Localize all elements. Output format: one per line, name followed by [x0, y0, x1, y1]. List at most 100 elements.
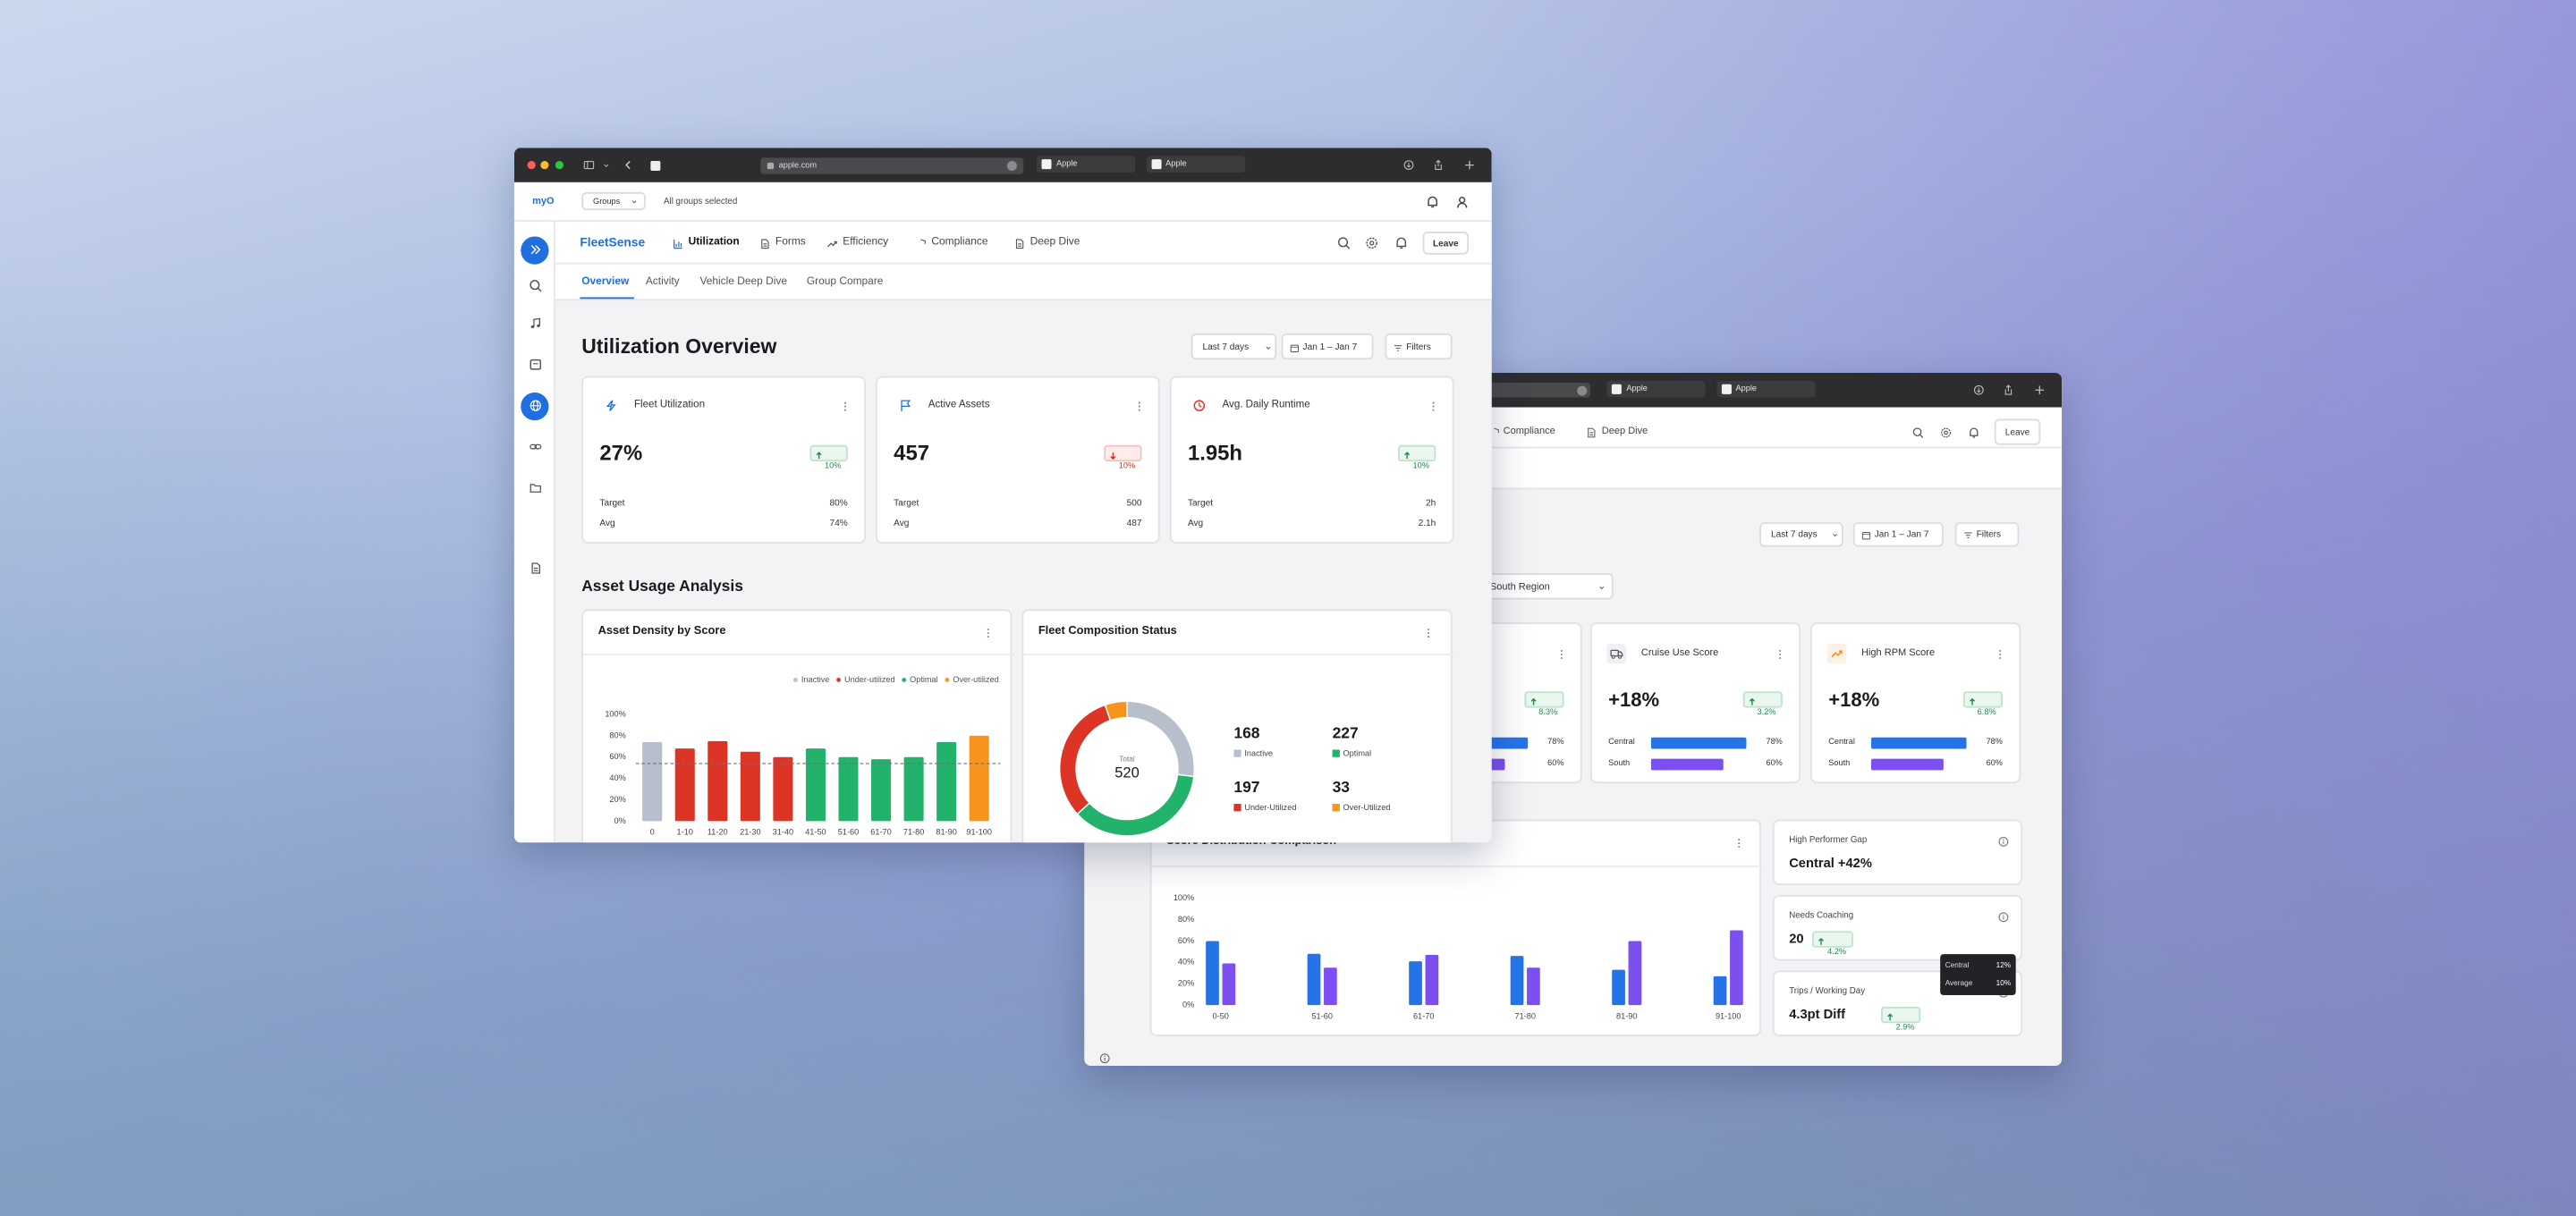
- tab-square: [650, 160, 661, 171]
- section-title: Asset Usage Analysis: [581, 578, 743, 596]
- nav-item[interactable]: Compliance: [931, 236, 988, 249]
- trend-arrow: [1969, 697, 1975, 705]
- window-control[interactable]: [554, 160, 564, 170]
- icon: [1831, 650, 1843, 658]
- icon: [2034, 385, 2044, 395]
- button-label: Filters: [1406, 342, 1431, 353]
- sub-tab[interactable]: Activity: [645, 274, 680, 287]
- trend-arrow: [1404, 451, 1411, 459]
- icon: [2004, 384, 2012, 395]
- sub-header: [555, 264, 1492, 301]
- card-value: +18%: [1608, 688, 1660, 712]
- sub-tab[interactable]: Group Compare: [806, 274, 884, 287]
- kpi-row-value: 2.1h: [1418, 518, 1436, 528]
- icon: [1456, 197, 1468, 208]
- bar: [969, 735, 989, 822]
- sub-tab[interactable]: Overview: [581, 274, 630, 287]
- groups-label: Groups: [593, 197, 621, 207]
- nav-item[interactable]: Utilization: [688, 236, 740, 249]
- row-value: 60%: [1766, 758, 1783, 769]
- row-value: 78%: [1766, 737, 1783, 747]
- button-label: Filters: [1976, 530, 2002, 541]
- icon: [1396, 237, 1407, 249]
- toolbar-button[interactable]: Filters: [1954, 522, 2020, 547]
- legend-dot: [902, 678, 907, 682]
- kpi-row-value: 500: [1126, 499, 1142, 510]
- bar: [871, 759, 892, 822]
- score-card: High RPM Score +18% 6.8% Central 78% South 60%: [1810, 622, 2021, 784]
- toolbar-button[interactable]: Last 7 days: [1759, 522, 1843, 547]
- icon: [530, 562, 540, 574]
- bar: [1628, 941, 1642, 1006]
- toolbar-button[interactable]: Last 7 days: [1191, 333, 1277, 360]
- icon: [1861, 531, 1871, 540]
- nav-item[interactable]: Forms: [775, 236, 806, 249]
- x-tick-label: 61-70: [1413, 1011, 1434, 1020]
- icon: [1014, 238, 1023, 249]
- legend-label: Over-utilized: [953, 675, 998, 684]
- bar: [1222, 963, 1236, 1006]
- browser-tab[interactable]: Apple: [1146, 156, 1245, 173]
- y-tick-label: 40%: [609, 773, 625, 782]
- nav-item[interactable]: Deep Dive: [1030, 236, 1080, 249]
- toolbar-button[interactable]: Filters: [1385, 333, 1453, 360]
- legend-dot: [945, 678, 950, 682]
- row-label: Central: [1608, 737, 1635, 747]
- toolbar-button[interactable]: Jan 1 – Jan 7: [1281, 333, 1374, 360]
- url-bar[interactable]: apple.com: [760, 156, 1024, 173]
- score-bar: [1650, 757, 1724, 770]
- y-tick-label: 0%: [614, 816, 626, 825]
- segment-name: Inactive: [1244, 748, 1273, 757]
- icon: [1940, 426, 1951, 437]
- browser-tab[interactable]: Apple: [1716, 381, 1815, 398]
- score-bar: [1650, 736, 1746, 748]
- stat-value: 4.3pt Diff: [1789, 1006, 1846, 1022]
- delta-badge: 10%: [1398, 444, 1436, 471]
- tooltip: Central 12% Average 10%: [1940, 954, 2016, 996]
- icon: [582, 161, 594, 170]
- kpi-value: 27%: [599, 440, 643, 465]
- trend-arrow: [1530, 697, 1536, 705]
- y-tick-label: 0%: [1182, 1001, 1194, 1009]
- icon: [1493, 426, 1498, 433]
- icon: [826, 240, 836, 247]
- url-icon: [767, 161, 775, 169]
- window-control[interactable]: [526, 160, 535, 170]
- trend-arrow: [1110, 452, 1116, 460]
- leave-button[interactable]: Leave: [1994, 418, 2041, 445]
- tooltip-label: Central: [1945, 960, 1970, 969]
- region-select[interactable]: South Region: [1479, 573, 1614, 600]
- x-tick-label: 81-90: [1616, 1011, 1637, 1020]
- icon: [901, 400, 911, 412]
- nav-item[interactable]: Efficiency: [843, 236, 889, 249]
- icon: [529, 280, 541, 292]
- kpi-row-value: 2h: [1426, 499, 1436, 510]
- leave-button[interactable]: Leave: [1422, 231, 1470, 255]
- icon: [631, 200, 637, 204]
- button-label: Last 7 days: [1770, 530, 1818, 541]
- legend-dot: [836, 678, 841, 682]
- browser-tab[interactable]: Apple: [1606, 381, 1706, 398]
- segment-name: Optimal: [1343, 748, 1372, 757]
- toolbar-button[interactable]: Jan 1 – Jan 7: [1852, 522, 1944, 547]
- browser-tab[interactable]: Apple: [1036, 156, 1136, 173]
- segment-value: 227: [1333, 724, 1359, 742]
- page-title: Utilization Overview: [581, 334, 777, 359]
- delta-value: 10%: [1412, 461, 1429, 472]
- icon: [1434, 159, 1441, 170]
- bar: [1612, 969, 1625, 1006]
- x-tick-label: 71-80: [1514, 1011, 1535, 1020]
- bar: [1324, 967, 1337, 1006]
- segment-swatch: [1233, 804, 1241, 812]
- icon: [1997, 836, 2008, 846]
- card-title: Cruise Use Score: [1640, 648, 1719, 659]
- bar: [708, 740, 728, 822]
- icon: [1778, 649, 1781, 659]
- donut-segment: [1058, 704, 1112, 815]
- segment-value: 197: [1233, 778, 1259, 796]
- bar: [1713, 975, 1727, 1006]
- groups-select[interactable]: Groups: [581, 191, 646, 211]
- sub-tab[interactable]: Vehicle Deep Dive: [699, 274, 788, 287]
- window-control[interactable]: [540, 160, 549, 170]
- trend-arrow: [816, 451, 822, 459]
